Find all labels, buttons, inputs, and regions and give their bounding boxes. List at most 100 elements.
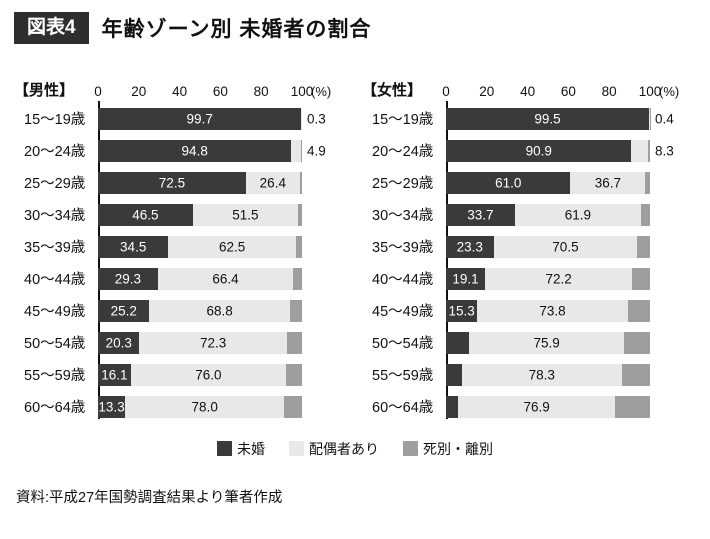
segment-spouse	[139, 331, 287, 354]
bar-row: 45〜49歳 25.2 68.8	[10, 295, 358, 327]
age-label: 40〜44歳	[24, 272, 86, 289]
bar-value-label: 78.3	[528, 367, 555, 383]
segment-spouse	[125, 395, 285, 418]
segment-unmarried	[98, 331, 140, 354]
bar-value-label: 72.2	[545, 271, 572, 287]
segment-unmarried	[98, 235, 169, 258]
age-label: 35〜39歳	[24, 240, 86, 257]
segment-widowed	[286, 331, 302, 354]
segment-widowed	[641, 203, 650, 226]
bar-plot: 19.1 72.2	[446, 267, 650, 290]
segment-widowed	[299, 171, 302, 194]
age-label: 45〜49歳	[24, 304, 86, 321]
segment-widowed	[648, 139, 650, 162]
bar-value-label: 78.0	[191, 399, 218, 415]
bar-row: 40〜44歳 19.1 72.2	[358, 263, 706, 295]
bar-plot: 25.2 68.8	[98, 299, 302, 322]
axis-unit-label: (%)	[311, 83, 332, 99]
legend-item: 死別・離別	[403, 439, 493, 459]
bar-value-label: 61.0	[495, 175, 522, 191]
segment-unmarried	[446, 331, 470, 354]
chart-header: 【女性】 0 20 40 60 80 100 (%)	[358, 78, 706, 100]
bar-row: 60〜64歳 13.3 78.0	[10, 391, 358, 423]
y-axis-line	[98, 100, 100, 419]
bar-plot: 33.7 61.9	[446, 203, 650, 226]
bar-value-label: 62.5	[218, 239, 246, 255]
bar-row: 20〜24歳 94.8 4.9	[10, 135, 358, 167]
bar-row: 55〜59歳 7.878.3	[358, 359, 706, 391]
segment-widowed	[301, 139, 302, 162]
segment-widowed	[293, 267, 302, 290]
segment-spouse	[458, 395, 616, 418]
segment-unmarried	[446, 203, 515, 226]
axis-ticks: 0 20 40 60 80 100 (%)	[442, 78, 679, 100]
age-label: 25〜29歳	[372, 176, 434, 193]
bar-row: 40〜44歳 29.3 66.4	[10, 263, 358, 295]
segment-unmarried	[98, 363, 131, 386]
legend-item: 未婚	[217, 439, 265, 459]
age-label: 45〜49歳	[372, 304, 434, 321]
legend: 未婚 配偶者あり 死別・離別	[0, 439, 710, 459]
segment-unmarried	[446, 267, 485, 290]
segment-unmarried	[446, 171, 571, 194]
legend-swatch	[289, 441, 304, 457]
segment-unmarried	[446, 363, 462, 386]
axis-tick: 0	[442, 83, 450, 99]
segment-spouse	[168, 235, 296, 258]
age-label: 15〜19歳	[24, 112, 86, 129]
segment-unmarried	[98, 267, 158, 290]
segment-spouse	[484, 267, 633, 290]
bar-plot: 34.5 62.5	[98, 235, 302, 258]
segment-spouse	[291, 139, 302, 162]
bar-value-label: 29.3	[114, 271, 142, 287]
axis-tick: 40	[172, 83, 188, 99]
age-label: 55〜59歳	[372, 368, 434, 385]
age-label: 30〜34歳	[372, 208, 434, 225]
bar-plot: 11.475.9	[446, 331, 650, 354]
bar-value-label: 36.7	[594, 175, 621, 191]
bar-plot: 13.3 78.0	[98, 395, 302, 418]
group-label-female: 【女性】	[362, 81, 423, 99]
segment-spouse	[245, 171, 300, 194]
segment-spouse	[648, 107, 650, 130]
bar-rows: 15〜19歳 99.5 0.4 20〜24歳 90.9 8.3 25〜29歳 61.0 36.7…	[358, 100, 706, 423]
age-label: 50〜54歳	[24, 336, 86, 353]
bar-plot: 61.0 36.7	[446, 171, 650, 194]
segment-widowed	[621, 363, 650, 386]
bar-value-label: 72.5	[158, 175, 186, 191]
segment-widowed	[289, 299, 302, 322]
bar-value-label: 46.5	[132, 207, 159, 223]
bar-value-label: 19.1	[452, 271, 479, 287]
segment-widowed	[297, 203, 302, 226]
legend-label: 配偶者あり	[309, 440, 379, 457]
bar-value-label: 51.5	[232, 207, 259, 223]
segment-widowed	[284, 395, 302, 418]
bar-value-label: 94.8	[181, 143, 208, 159]
segment-spouse	[461, 363, 622, 386]
segment-unmarried	[98, 171, 246, 194]
axis-unit-label: (%)	[659, 83, 680, 99]
bar-plot: 16.1 76.0	[98, 363, 302, 386]
source-note: 資料:平成27年国勢調査結果より筆者作成	[16, 489, 283, 506]
segment-spouse	[493, 235, 638, 258]
bar-value-label: 25.2	[110, 303, 137, 319]
legend-label: 死別・離別	[423, 440, 493, 457]
segment-unmarried	[98, 107, 302, 130]
bar-row: 35〜39歳 34.5 62.5	[10, 231, 358, 263]
segment-widowed	[615, 395, 650, 418]
bar-row: 45〜49歳 15.3 73.8	[358, 295, 706, 327]
bar-value-label: 75.9	[533, 335, 560, 351]
age-label: 20〜24歳	[24, 144, 86, 161]
bar-row: 15〜19歳 99.7 0.3	[10, 103, 358, 135]
segment-spouse	[469, 331, 625, 354]
bar-value-label: 13.3	[98, 399, 125, 415]
axis-tick: 60	[212, 83, 228, 99]
axis-tick: 100	[638, 83, 662, 99]
bar-value-label: 16.1	[101, 367, 128, 383]
legend-swatch	[403, 441, 418, 457]
bar-plot: 23.3 70.5	[446, 235, 650, 258]
segment-spouse	[149, 299, 290, 322]
axis-ticks: 0 20 40 60 80 100 (%)	[94, 78, 331, 100]
age-label: 15〜19歳	[372, 112, 434, 129]
axis-tick: 0	[94, 83, 102, 99]
